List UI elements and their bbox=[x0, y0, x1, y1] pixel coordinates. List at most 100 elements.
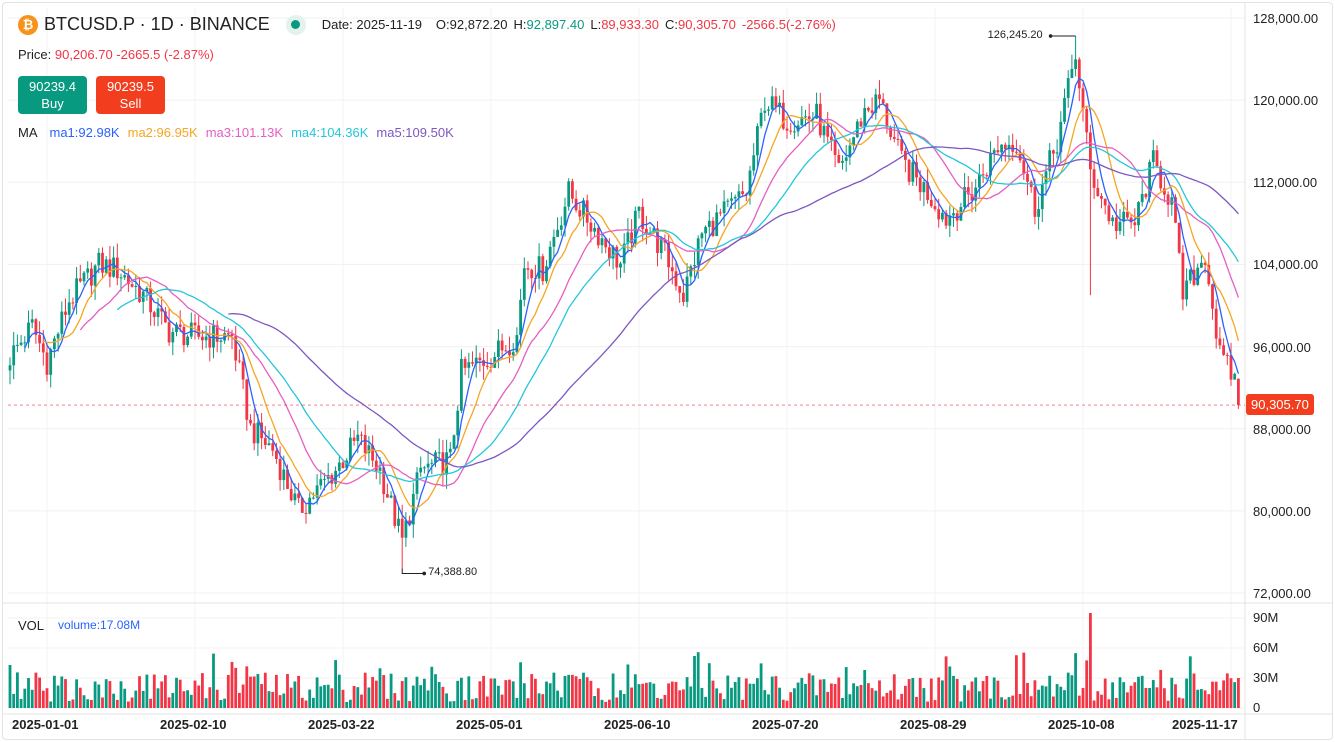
candle-body bbox=[12, 345, 16, 366]
candle-body bbox=[456, 410, 460, 436]
volume-bar bbox=[182, 691, 186, 708]
volume-bar bbox=[56, 685, 60, 708]
candle-body bbox=[508, 350, 511, 356]
candle-body bbox=[234, 335, 238, 361]
candle-body bbox=[186, 336, 189, 346]
candle-body bbox=[822, 125, 826, 136]
ma3-line bbox=[79, 118, 1240, 487]
candle-body bbox=[711, 220, 715, 237]
candle-body bbox=[397, 518, 400, 526]
candle-body bbox=[526, 268, 530, 270]
volume-bar bbox=[167, 697, 171, 708]
candle-body bbox=[404, 520, 408, 538]
candle-body bbox=[241, 361, 245, 380]
candle-body bbox=[108, 259, 112, 277]
price-readout: Price: 90,206.70 -2665.5 (-2.87%) bbox=[18, 47, 214, 62]
candle-body bbox=[981, 174, 985, 176]
volume-bar bbox=[145, 674, 149, 708]
candle-body bbox=[907, 159, 911, 182]
volume-bar bbox=[493, 678, 497, 708]
candle-body bbox=[286, 469, 289, 489]
volume-bar bbox=[241, 684, 245, 708]
volume-bar bbox=[648, 682, 652, 708]
candle-body bbox=[1163, 188, 1166, 195]
candle-body bbox=[504, 350, 508, 352]
volume-bar bbox=[885, 692, 889, 708]
candle-body bbox=[759, 112, 763, 127]
volume-bar bbox=[804, 683, 807, 708]
volume-bar bbox=[356, 687, 360, 708]
volume-bar bbox=[541, 694, 545, 708]
volume-bar bbox=[1100, 694, 1103, 708]
volume-bar bbox=[49, 701, 53, 708]
candle-body bbox=[1211, 284, 1214, 309]
volume-bar bbox=[293, 681, 297, 708]
candle-body bbox=[519, 299, 522, 336]
candle-body bbox=[434, 452, 437, 463]
candle-body bbox=[1129, 217, 1133, 223]
candle-body bbox=[86, 268, 90, 273]
candle-body bbox=[978, 174, 981, 188]
volume-bar bbox=[778, 687, 781, 708]
candle-body bbox=[1114, 217, 1118, 232]
candle-body bbox=[870, 110, 874, 113]
date-readout: Date: 2025-11-19 bbox=[321, 17, 422, 32]
volume-bar bbox=[408, 701, 411, 708]
candle-body bbox=[463, 358, 467, 368]
candle-body bbox=[567, 181, 571, 207]
candle-body bbox=[837, 154, 841, 163]
candle-body bbox=[800, 117, 804, 126]
candle-body bbox=[756, 126, 759, 156]
candle-body bbox=[97, 252, 101, 266]
candle-body bbox=[911, 162, 915, 182]
volume-bar bbox=[833, 684, 837, 708]
candle-body bbox=[452, 435, 456, 449]
low-annotation-line bbox=[401, 568, 425, 574]
candle-body bbox=[471, 362, 474, 364]
candle-body bbox=[426, 463, 430, 468]
candle-body bbox=[1174, 197, 1177, 223]
candle-body bbox=[585, 200, 589, 223]
volume-bar bbox=[127, 701, 130, 708]
candle-body bbox=[715, 212, 719, 237]
candle-body bbox=[41, 343, 45, 353]
candle-body bbox=[1203, 262, 1207, 265]
candle-body bbox=[537, 256, 541, 279]
volume-bar bbox=[478, 681, 482, 708]
volume-bar bbox=[430, 666, 434, 708]
volume-bar bbox=[841, 697, 844, 708]
price-tick-label: 72,000.00 bbox=[1253, 586, 1311, 601]
volume-bar bbox=[1070, 675, 1074, 708]
candle-body bbox=[8, 365, 12, 371]
candle-body bbox=[1070, 68, 1074, 79]
candle-body bbox=[45, 352, 49, 375]
volume-bar bbox=[933, 700, 937, 708]
sell-button[interactable]: 90239.5 Sell bbox=[96, 76, 165, 114]
candle-body bbox=[30, 319, 34, 323]
volume-bar bbox=[1192, 673, 1196, 708]
buy-button[interactable]: 90239.4 Buy bbox=[18, 76, 87, 114]
volume-bar bbox=[275, 674, 278, 708]
candle-body bbox=[807, 116, 811, 120]
volume-bar bbox=[234, 667, 238, 708]
volume-bar bbox=[1188, 656, 1192, 708]
candle-body bbox=[49, 349, 53, 375]
candle-body bbox=[252, 423, 256, 444]
volume-bar bbox=[1233, 682, 1237, 708]
volume-bar bbox=[1040, 685, 1044, 708]
ma4-legend: ma4:104.36K bbox=[291, 125, 369, 140]
volume-bar bbox=[752, 683, 756, 708]
volume-bar bbox=[892, 674, 896, 708]
volume-bar bbox=[178, 679, 182, 708]
volume-bar bbox=[256, 674, 260, 708]
volume-bar bbox=[848, 694, 852, 708]
volume-bar bbox=[130, 697, 134, 708]
candle-body bbox=[952, 213, 955, 216]
volume-bar bbox=[278, 695, 282, 708]
volume-bar bbox=[471, 699, 474, 708]
symbol-title[interactable]: BTCUSD.P · 1D · BINANCE bbox=[44, 14, 270, 34]
candle-body bbox=[1096, 187, 1100, 197]
candle-body bbox=[1007, 144, 1011, 150]
volume-bar bbox=[1129, 685, 1133, 708]
